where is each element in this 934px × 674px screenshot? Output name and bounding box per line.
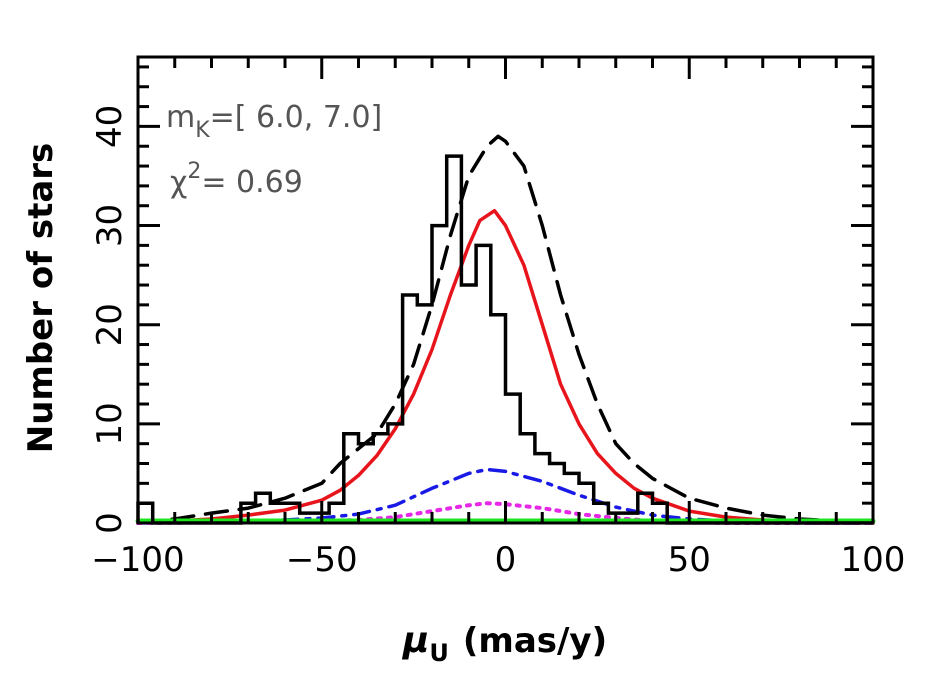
y-tick-labels: 0 10 20 30 40 [90,105,130,534]
y-tick-label: 30 [90,204,130,247]
y-tick-label: 40 [90,105,130,148]
x-tick-label: 100 [841,540,906,580]
x-axis-label: μU (mas/y) [402,620,607,667]
x-tick-labels: −100 −50 0 50 100 [91,540,905,580]
chi-label: χ [170,165,187,200]
x-axis-units: (mas/y) [463,621,607,661]
y-axis-label: Number of stars [21,143,61,454]
y-tick-label: 20 [90,303,130,346]
x-tick-label: −50 [286,540,358,580]
chi-square-annotation: χ2= 0.69 [170,159,303,200]
axis-ticks [136,57,875,525]
x-tick-label: −100 [91,540,184,580]
mag-label: m [166,100,195,135]
chi-value: = 0.69 [201,165,302,200]
model-curve-dashdot-2 [136,467,875,525]
y-tick-label: 10 [90,402,130,445]
magnitude-range-annotation: mK=[ 6.0, 7.0] [166,100,382,143]
x-axis-subscript: U [429,639,449,667]
mag-range: =[ 6.0, 7.0] [210,100,383,135]
x-tick-label: 0 [495,540,517,580]
x-tick-label: 50 [668,540,711,580]
model-curve-dashed-0 [136,134,875,524]
mag-subscript: K [195,118,210,143]
x-axis-symbol: μ [402,620,430,661]
chi-superscript: 2 [187,159,201,184]
histogram-steps [136,154,873,525]
y-tick-label: 0 [90,512,130,534]
